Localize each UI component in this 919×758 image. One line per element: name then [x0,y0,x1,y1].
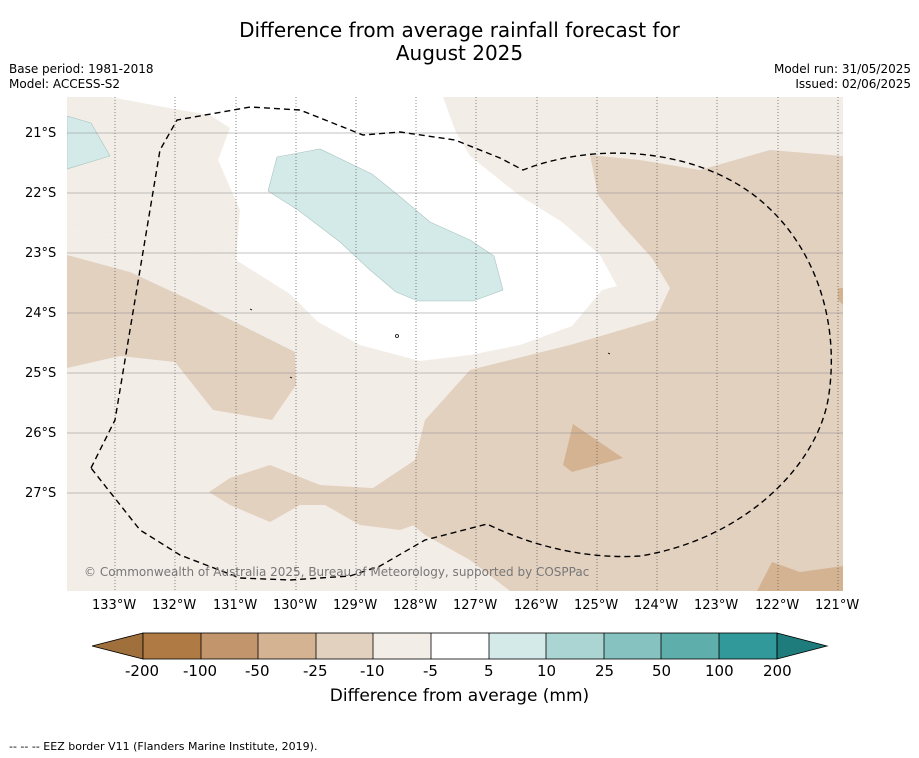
lon-label-132w: 132°W [152,598,197,613]
lat-label-21s: 21°S [25,126,57,141]
colorbar-label-minus100: -100 [183,662,218,680]
colorbar-label-minus200: -200 [125,662,160,680]
map-title: Difference from average rainfall forecas… [0,19,919,65]
meta-right: Model run: 31/05/2025 Issued: 02/06/2025 [774,62,911,92]
colorbar-label-100: 100 [705,662,734,680]
lon-label-133w: 133°W [92,598,137,613]
lat-label-23s: 23°S [25,246,57,261]
model-label: Model: ACCESS-S2 [9,77,121,91]
colorbar-label-10: 10 [537,662,557,680]
lat-label-22s: 22°S [25,186,57,201]
colorbar-seg-6 [431,633,489,659]
model-run-label: Model run: 31/05/2025 [773,62,911,76]
meta-left: Base period: 1981-2018 Model: ACCESS-S2 [9,62,154,92]
colorbar-frame [142,632,778,660]
colorbar-label-minus10: -10 [360,662,385,680]
zone-minus10-east [370,150,843,591]
base-period-label: Base period: 1981-2018 [9,62,154,76]
colorbar-seg-9 [604,633,661,659]
lon-label-130w: 130°W [273,598,318,613]
colorbar-label-50: 50 [652,662,672,680]
copyright-text: © Commonwealth of Australia 2025, Bureau… [84,565,590,579]
colorbar-seg-8 [546,633,604,659]
lat-label-25s: 25°S [25,366,57,381]
colorbar-seg-10 [661,633,719,659]
lon-label-126w: 126°W [514,598,559,613]
zone-minus5-northwest [67,97,240,260]
rainfall-map [67,97,843,591]
lon-label-122w: 122°W [755,598,800,613]
lon-label-124w: 124°W [634,598,679,613]
colorbar-under-arrow [91,632,144,660]
island-markers [249,308,611,379]
colorbar-seg-3 [258,633,316,659]
colorbar-seg-11 [719,633,777,659]
zone-minus25-southeast [757,562,843,591]
issued-label: Issued: 02/06/2025 [795,77,911,91]
colorbar-label-minus25: -25 [303,662,328,680]
zone-plus5-northwest [67,115,111,170]
colorbar-label-minus50: -50 [245,662,270,680]
colorbar-title: Difference from average (mm) [329,686,590,706]
map-gridlines [114,97,839,591]
colorbar-seg-5 [373,633,431,659]
zone-minus25-south [563,424,623,472]
lon-label-128w: 128°W [393,598,438,613]
lat-label-24s: 24°S [25,306,57,321]
footer-eez-note: -- -- -- EEZ border V11 (Flanders Marine… [9,740,318,753]
colorbar [91,632,829,660]
zone-minus10-south [209,465,428,530]
zone-minus25-east-edge [838,288,843,305]
colorbar-seg-7 [489,633,546,659]
title-line-2: August 2025 [395,41,524,65]
colorbar-seg-4 [316,633,373,659]
zone-plus5-center [267,148,504,302]
zone-minus10-west [67,255,296,420]
lon-label-123w: 123°W [694,598,739,613]
lon-label-131w: 131°W [213,598,258,613]
colorbar-label-5: 5 [484,662,494,680]
colorbar-label-200: 200 [763,662,792,680]
lon-label-125w: 125°W [574,598,619,613]
colorbar-dividers [200,633,720,659]
lat-label-26s: 26°S [25,426,57,441]
lon-label-127w: 127°W [453,598,498,613]
colorbar-label-25: 25 [595,662,615,680]
eez-border [90,106,833,581]
colorbar-seg-2 [201,633,258,659]
map-lat-lines [67,132,843,494]
colorbar-over-arrow [776,632,829,660]
title-line-1: Difference from average rainfall forecas… [239,18,680,42]
lon-label-121w: 121°W [815,598,860,613]
colorbar-seg-1 [143,633,201,659]
lon-label-129w: 129°W [333,598,378,613]
colorbar-label-minus5: -5 [423,662,438,680]
lat-label-27s: 27°S [25,486,57,501]
